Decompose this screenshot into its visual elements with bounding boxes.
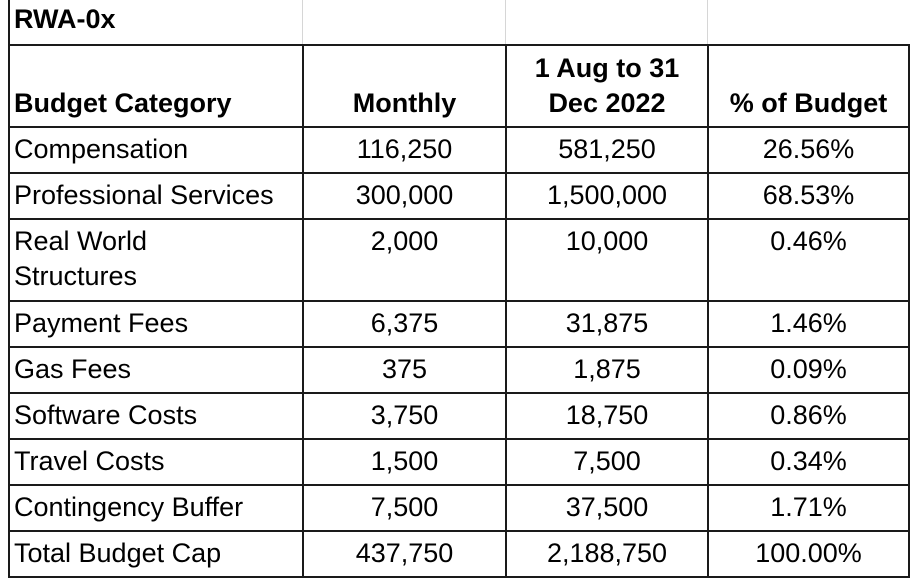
period-cell[interactable]: 10,000 <box>565 226 649 256</box>
grid-line <box>707 0 708 44</box>
grid-line <box>302 0 303 44</box>
period-cell[interactable]: 581,250 <box>558 134 656 164</box>
total-percent-cell[interactable]: 100.00% <box>755 538 862 568</box>
grid-line <box>8 576 910 578</box>
percent-cell[interactable]: 0.09% <box>770 354 847 384</box>
grid-line <box>8 530 910 532</box>
grid-line <box>8 172 910 174</box>
period-cell[interactable]: 1,500,000 <box>546 180 668 210</box>
category-cell-line2[interactable]: Structures <box>14 261 138 291</box>
monthly-cell[interactable]: 1,500 <box>370 446 439 476</box>
period-cell[interactable]: 31,875 <box>565 308 649 338</box>
category-cell-line1[interactable]: Real World <box>14 226 148 256</box>
header-monthly[interactable]: Monthly <box>352 88 457 118</box>
header-percent-of-budget[interactable]: % of Budget <box>729 88 888 118</box>
grid-line <box>8 0 10 578</box>
monthly-cell[interactable]: 3,750 <box>370 400 439 430</box>
monthly-cell[interactable]: 6,375 <box>370 308 439 338</box>
percent-cell[interactable]: 0.46% <box>770 226 847 256</box>
grid-line <box>8 346 910 348</box>
period-cell[interactable]: 18,750 <box>565 400 649 430</box>
period-cell[interactable]: 7,500 <box>573 446 641 476</box>
total-category-cell[interactable]: Total Budget Cap <box>14 538 222 568</box>
monthly-cell[interactable]: 2,000 <box>370 226 439 256</box>
category-cell[interactable]: Payment Fees <box>14 308 189 338</box>
monthly-cell[interactable]: 116,250 <box>356 134 453 164</box>
grid-line <box>8 44 910 46</box>
grid-line <box>8 484 910 486</box>
percent-cell[interactable]: 26.56% <box>762 134 855 164</box>
grid-line <box>707 44 709 578</box>
total-period-cell[interactable]: 2,188,750 <box>546 538 668 568</box>
grid-line <box>8 300 910 302</box>
percent-cell[interactable]: 68.53% <box>762 180 855 210</box>
grid-line <box>505 44 507 578</box>
percent-cell[interactable]: 0.34% <box>770 446 847 476</box>
header-budget-category[interactable]: Budget Category <box>14 88 232 118</box>
period-cell[interactable]: 37,500 <box>565 492 649 522</box>
total-monthly-cell[interactable]: 437,750 <box>355 538 454 568</box>
grid-line <box>8 392 910 394</box>
grid-line <box>8 438 910 440</box>
grid-line <box>908 44 910 578</box>
category-cell[interactable]: Contingency Buffer <box>14 492 244 522</box>
period-cell[interactable]: 1,875 <box>573 354 641 384</box>
category-cell[interactable]: Professional Services <box>14 180 274 210</box>
sheet-title[interactable]: RWA-0x <box>14 4 116 34</box>
category-cell[interactable]: Software Costs <box>14 400 198 430</box>
grid-line <box>8 218 910 220</box>
percent-cell[interactable]: 0.86% <box>770 400 847 430</box>
percent-cell[interactable]: 1.71% <box>770 492 847 522</box>
monthly-cell[interactable]: 7,500 <box>370 492 439 522</box>
category-cell[interactable]: Travel Costs <box>14 446 165 476</box>
grid-line <box>505 0 506 44</box>
header-period-line1[interactable]: 1 Aug to 31 <box>534 53 680 83</box>
grid-line <box>302 44 304 578</box>
monthly-cell[interactable]: 300,000 <box>355 180 454 210</box>
category-cell[interactable]: Gas Fees <box>14 354 132 384</box>
monthly-cell[interactable]: 375 <box>381 354 428 384</box>
grid-line <box>8 126 910 128</box>
category-cell[interactable]: Compensation <box>14 134 189 164</box>
header-period-line2[interactable]: Dec 2022 <box>548 88 666 118</box>
percent-cell[interactable]: 1.46% <box>770 308 847 338</box>
